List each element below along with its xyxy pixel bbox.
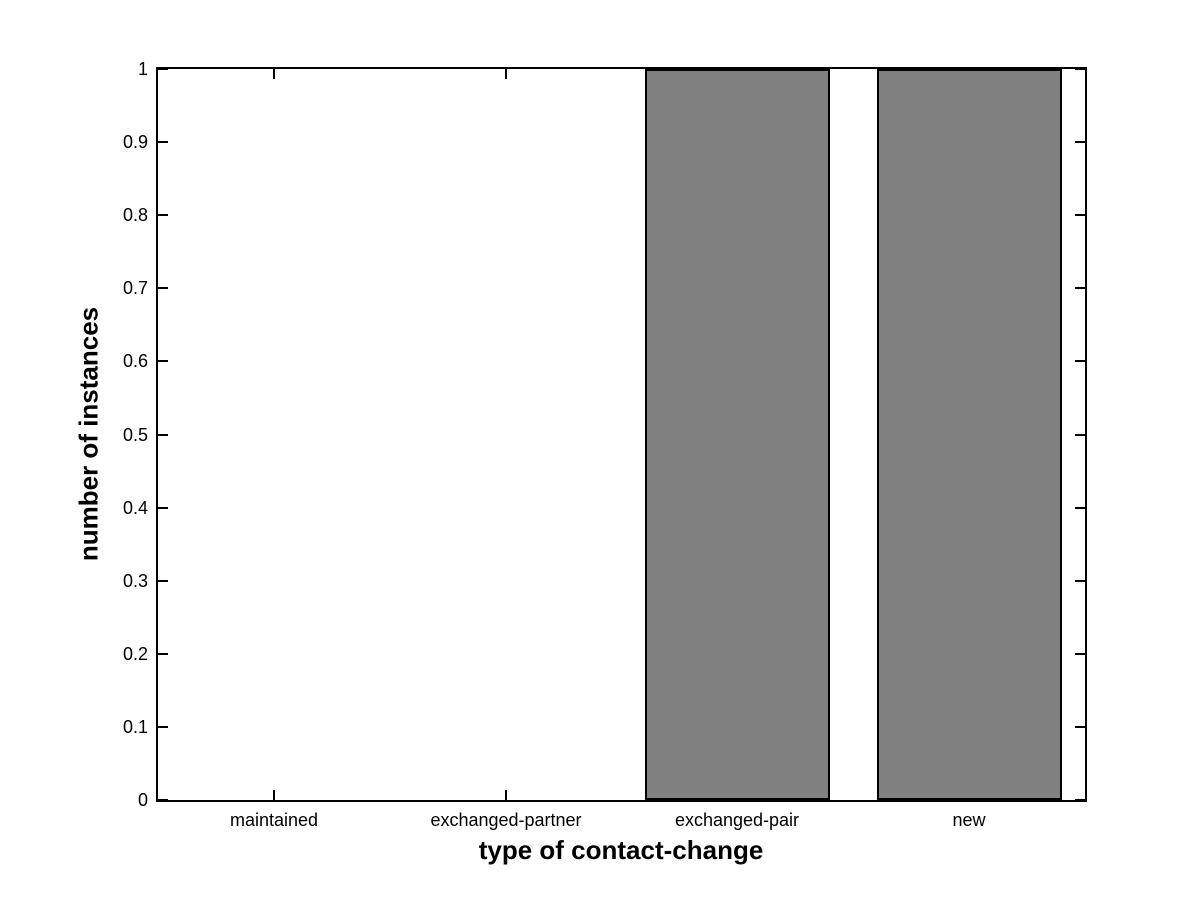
y-tick-right — [1075, 141, 1085, 143]
y-tick-right — [1075, 580, 1085, 582]
y-tick — [158, 507, 168, 509]
y-tick-label: 0.2 — [122, 644, 148, 664]
bar-new — [877, 69, 1062, 800]
y-tick — [158, 580, 168, 582]
y-tick-label: 0.4 — [122, 498, 148, 518]
y-tick — [158, 653, 168, 655]
y-tick-label: 0.5 — [122, 425, 148, 445]
x-tick-label: exchanged-pair — [674, 810, 800, 830]
y-tick — [158, 799, 168, 801]
y-tick — [158, 360, 168, 362]
x-tick-top — [505, 69, 507, 79]
y-tick-label: 0.8 — [122, 205, 148, 225]
y-tick-right — [1075, 68, 1085, 70]
y-tick — [158, 214, 168, 216]
y-tick-right — [1075, 214, 1085, 216]
y-tick-label: 0.3 — [122, 571, 148, 591]
y-tick-right — [1075, 360, 1085, 362]
bar-exchanged-pair — [645, 69, 830, 800]
y-tick — [158, 141, 168, 143]
y-tick-right — [1075, 434, 1085, 436]
y-tick-label: 1 — [137, 59, 148, 79]
y-tick — [158, 726, 168, 728]
y-tick-right — [1075, 799, 1085, 801]
x-axis-label: type of contact-change — [478, 835, 764, 865]
x-tick-label: maintained — [229, 810, 319, 830]
y-tick-right — [1075, 287, 1085, 289]
y-tick-label: 0.7 — [122, 278, 148, 298]
y-tick-right — [1075, 726, 1085, 728]
y-tick — [158, 68, 168, 70]
x-tick — [505, 790, 507, 800]
y-tick-right — [1075, 653, 1085, 655]
x-tick-label: new — [952, 810, 986, 830]
x-tick-label: exchanged-partner — [430, 810, 582, 830]
y-tick — [158, 434, 168, 436]
y-tick — [158, 287, 168, 289]
y-tick-right — [1075, 507, 1085, 509]
y-tick-label: 0 — [137, 790, 148, 810]
y-tick-label: 0.1 — [122, 717, 148, 737]
plot-area — [156, 67, 1087, 802]
x-tick-top — [273, 69, 275, 79]
y-tick-label: 0.9 — [122, 132, 148, 152]
y-tick-label: 0.6 — [122, 351, 148, 371]
x-tick — [273, 790, 275, 800]
